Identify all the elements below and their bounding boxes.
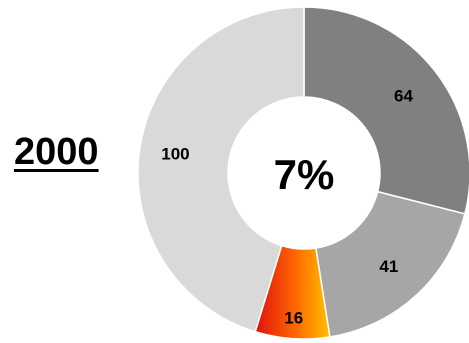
data-label-64: 64	[394, 87, 413, 106]
data-label-16: 16	[284, 309, 303, 328]
data-label-100: 100	[161, 145, 189, 164]
donut-hole	[228, 97, 380, 249]
year-label: 2000	[14, 131, 99, 173]
data-label-41: 41	[379, 257, 398, 276]
data-labels-group: 64 41 16 100	[161, 87, 413, 328]
center-label: 7%	[274, 151, 335, 198]
slices-group	[137, 6, 469, 340]
